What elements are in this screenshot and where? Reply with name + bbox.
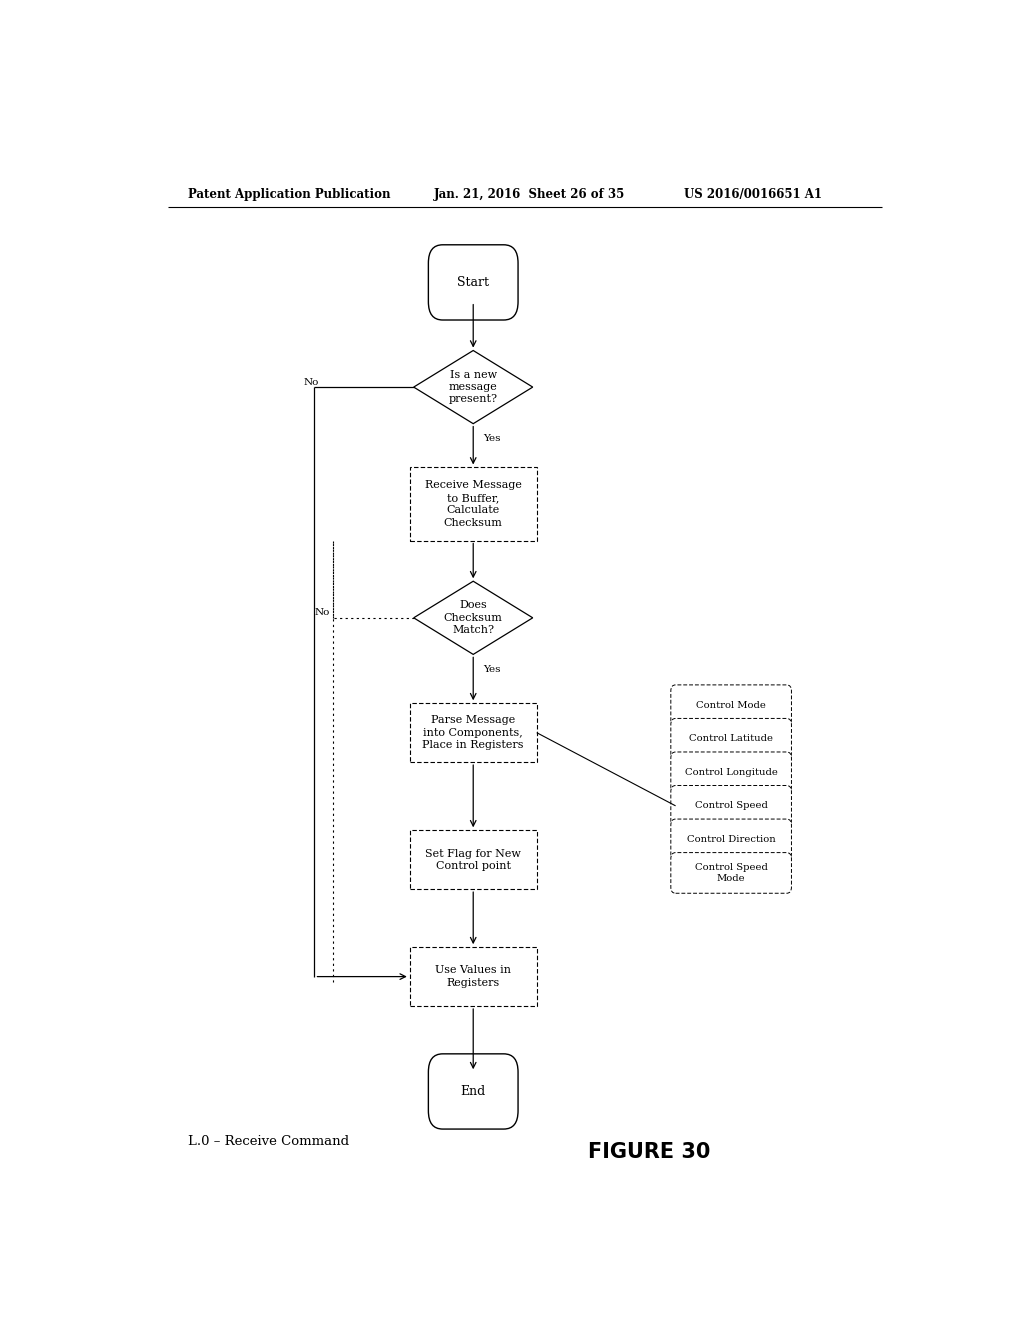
Text: Parse Message
into Components,
Place in Registers: Parse Message into Components, Place in … <box>423 715 524 750</box>
FancyBboxPatch shape <box>428 1053 518 1129</box>
Bar <box>410 704 537 762</box>
Text: FIGURE 30: FIGURE 30 <box>588 1142 711 1163</box>
Polygon shape <box>414 351 532 424</box>
Text: Yes: Yes <box>482 434 501 442</box>
Text: US 2016/0016651 A1: US 2016/0016651 A1 <box>684 189 821 202</box>
Bar <box>410 830 537 890</box>
Text: Set Flag for New
Control point: Set Flag for New Control point <box>425 849 521 871</box>
FancyBboxPatch shape <box>671 718 792 759</box>
Text: Start: Start <box>457 276 489 289</box>
Text: End: End <box>461 1085 485 1098</box>
FancyBboxPatch shape <box>671 685 792 726</box>
Text: Control Latitude: Control Latitude <box>689 734 773 743</box>
Bar <box>410 467 537 541</box>
Text: Control Longitude: Control Longitude <box>685 768 777 776</box>
Text: Use Values in
Registers: Use Values in Registers <box>435 965 511 987</box>
Text: Control Speed: Control Speed <box>694 801 768 810</box>
Text: Jan. 21, 2016  Sheet 26 of 35: Jan. 21, 2016 Sheet 26 of 35 <box>433 189 625 202</box>
FancyBboxPatch shape <box>671 785 792 826</box>
Text: Yes: Yes <box>482 664 501 673</box>
FancyBboxPatch shape <box>671 752 792 792</box>
FancyBboxPatch shape <box>671 853 792 894</box>
Text: Control Speed
Mode: Control Speed Mode <box>694 863 768 883</box>
Text: Patent Application Publication: Patent Application Publication <box>187 189 390 202</box>
Text: Is a new
message
present?: Is a new message present? <box>449 370 498 404</box>
FancyBboxPatch shape <box>428 244 518 319</box>
Text: No: No <box>315 609 331 618</box>
Text: L.0 – Receive Command: L.0 – Receive Command <box>187 1135 348 1148</box>
Text: Control Direction: Control Direction <box>687 834 775 843</box>
Polygon shape <box>414 581 532 655</box>
Text: Does
Checksum
Match?: Does Checksum Match? <box>443 601 503 635</box>
Text: Receive Message
to Buffer,
Calculate
Checksum: Receive Message to Buffer, Calculate Che… <box>425 480 521 528</box>
FancyBboxPatch shape <box>671 818 792 859</box>
Text: No: No <box>303 378 318 387</box>
Bar <box>410 948 537 1006</box>
Text: Control Mode: Control Mode <box>696 701 766 710</box>
